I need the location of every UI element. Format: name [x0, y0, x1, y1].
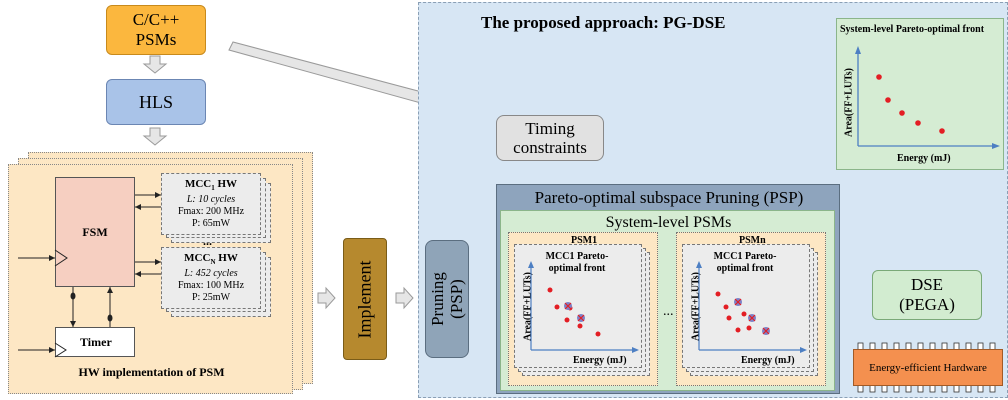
pruning-line2: (PSP): [447, 279, 466, 319]
right-arrow-implement-pruning: [395, 286, 414, 310]
source-line1: C/C++: [132, 10, 180, 29]
psm1-xlabel: Energy (mJ): [573, 355, 627, 366]
psm1-plot: [528, 261, 639, 353]
psm1-point: [564, 317, 570, 323]
dse-line2: (PEGA): [899, 295, 955, 314]
psmn-pruned-point: [762, 327, 770, 335]
psmn-pruned-point: [748, 314, 756, 322]
psmn-label: PSMn: [739, 235, 766, 246]
mcc1-latency: L: 10 cycles: [186, 194, 236, 206]
timing-line1: Timing: [525, 119, 575, 138]
hardware-chip-pins: [857, 342, 996, 393]
psmn-plot: [696, 261, 807, 353]
psmn-point: [741, 311, 747, 317]
psmn-pruned-point: [734, 298, 742, 306]
system-front-xlabel: Energy (mJ): [897, 153, 951, 164]
hardware-chip: Energy-efficient Hardware: [853, 349, 1003, 386]
psmn-point: [746, 325, 752, 331]
psmn-xlabel: Energy (mJ): [741, 355, 795, 366]
psm1-pruned-point: [564, 302, 572, 310]
timer-label: Timer: [80, 335, 112, 349]
psmn-point: [723, 304, 729, 310]
fsm-label: FSM: [82, 224, 108, 239]
psm1-point: [577, 323, 583, 329]
psm1-chart-title: MCC1 Pareto-optimal front: [545, 251, 609, 274]
system-front-point: [915, 120, 921, 126]
hls-box: HLS: [106, 79, 206, 125]
system-psms-title: System-level PSMs: [605, 214, 732, 231]
mccn-title: MCCN HW: [184, 252, 238, 267]
psp-title: Pareto-optimal subspace Pruning (PSP): [534, 188, 804, 207]
system-front-point: [939, 128, 945, 134]
psmn-chart: MCC1 Pareto-optimal front Energy (mJ) Ar…: [682, 244, 810, 368]
mccn-fmax: Fmax: 100 MHz: [177, 280, 245, 292]
system-front-point: [899, 110, 905, 116]
psm1-point: [554, 304, 560, 310]
psm1-point: [547, 287, 553, 293]
psm1-label: PSM1: [571, 235, 598, 246]
hw-wiring: [18, 192, 161, 358]
psmn-point: [715, 291, 721, 297]
hardware-label: Energy-efficient Hardware: [869, 361, 987, 374]
psm1-point: [595, 331, 601, 337]
approach-title: The proposed approach: PG-DSE: [481, 13, 726, 32]
source-box: C/C++ PSMs: [106, 5, 206, 55]
psmn-point: [726, 315, 732, 321]
psm1-pruned-point: [577, 314, 585, 322]
down-arrow-hls-impl: [142, 127, 168, 146]
dse-line1: DSE: [910, 275, 944, 294]
system-front-chart: System-level Pareto-optimal front Energy…: [836, 18, 1004, 170]
mcc1-fmax: Fmax: 200 MHz: [177, 206, 245, 218]
source-line2: PSMs: [135, 30, 177, 49]
mcc-ellipsis: ...: [203, 234, 212, 248]
down-arrow-source-hls: [142, 55, 168, 74]
system-front-title: System-level Pareto-optimal front: [840, 24, 985, 35]
hw-impl-caption: HW implementation of PSM: [78, 364, 225, 379]
psmn-point: [735, 327, 741, 333]
system-front-plot: [855, 46, 1000, 149]
dse-box: DSE (PEGA): [872, 270, 982, 320]
mcc1-power: P: 65mW: [191, 218, 231, 230]
mccn-power: P: 25mW: [191, 292, 231, 304]
system-front-point: [885, 97, 891, 103]
mccn-card: MCCN HW L: 452 cycles Fmax: 100 MHz P: 2…: [161, 247, 261, 309]
psm1-chart: MCC1 Pareto-optimal front Energy (mJ) Ar…: [514, 244, 642, 368]
pruning-text: Pruning (PSP): [428, 272, 466, 326]
mccn-latency: L: 452 cycles: [184, 268, 238, 280]
implement-label: Implement: [354, 260, 375, 338]
mcc1-title: MCC1 HW: [184, 178, 238, 193]
psmn-chart-title: MCC1 Pareto-optimal front: [713, 251, 777, 274]
timing-box: Timing constraints: [496, 115, 604, 161]
timing-line2: constraints: [513, 138, 587, 157]
right-arrow-hw-implement: [317, 286, 336, 310]
pruning-box: Pruning (PSP): [425, 240, 469, 358]
timer-block: Timer: [55, 327, 135, 357]
system-front-point: [876, 74, 882, 80]
fsm-block: FSM: [55, 177, 135, 287]
hls-label: HLS: [138, 91, 173, 112]
mcc1-card: MCC1 HW L: 10 cycles Fmax: 200 MHz P: 65…: [161, 173, 261, 235]
pruning-line1: Pruning: [428, 272, 447, 326]
implement-box: Implement: [343, 238, 387, 360]
mid-ellipsis: ...: [663, 304, 674, 319]
